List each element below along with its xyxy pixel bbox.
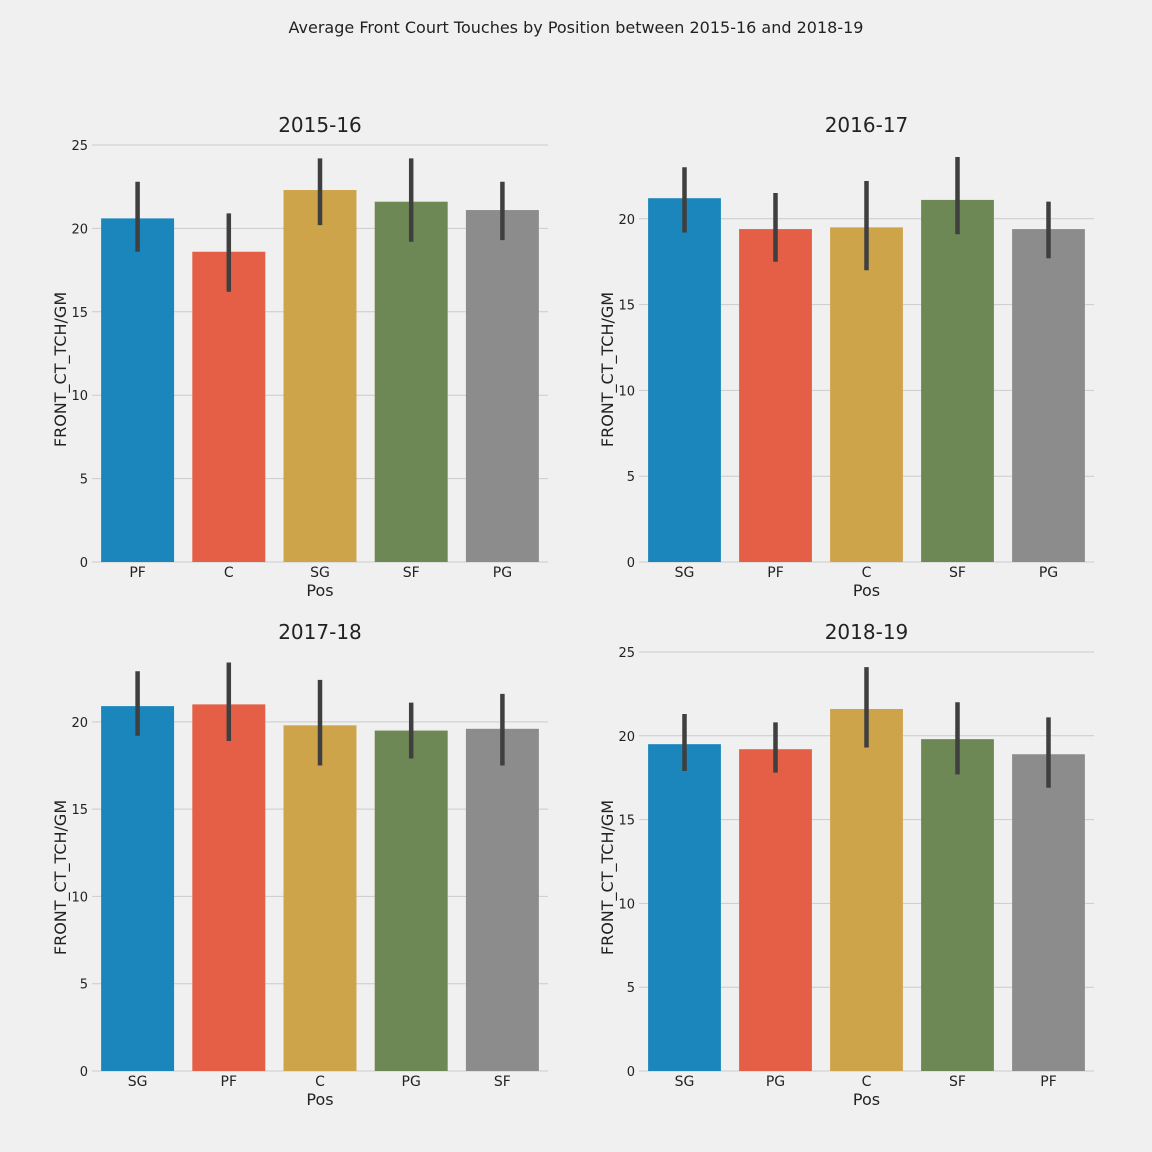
x-tick-label: C <box>862 565 872 581</box>
y-tick-label: 10 <box>71 389 88 404</box>
bar-C <box>192 251 266 562</box>
bar-SF <box>921 199 994 562</box>
x-tick-label: PF <box>221 1074 238 1090</box>
y-tick-label: 20 <box>71 716 88 731</box>
x-tick-label: PG <box>402 1074 421 1090</box>
y-tick-label: 0 <box>627 556 635 571</box>
x-tick-label: SF <box>949 1074 966 1090</box>
y-tick-label: 15 <box>618 299 635 314</box>
bar-PG <box>1012 229 1085 562</box>
x-tick-label: C <box>315 1074 325 1090</box>
bar-PG <box>374 730 448 1071</box>
y-axis-label: FRONT_CT_TCH/GM <box>598 292 618 447</box>
bar-C <box>283 725 357 1071</box>
y-tick-label: 10 <box>71 890 88 905</box>
x-tick-label: SG <box>310 565 330 581</box>
figure-title: Average Front Court Touches by Position … <box>288 18 864 37</box>
y-tick-label: 20 <box>71 222 88 237</box>
bar-PF <box>192 704 266 1071</box>
x-tick-label: C <box>862 1074 872 1090</box>
y-axis-label: FRONT_CT_TCH/GM <box>51 292 71 447</box>
x-tick-label: SF <box>949 565 966 581</box>
subplot-title: 2015-16 <box>278 113 362 137</box>
bar-SG <box>283 190 357 562</box>
x-tick-label: PG <box>493 565 512 581</box>
y-tick-label: 5 <box>627 981 635 996</box>
y-tick-label: 5 <box>80 978 88 993</box>
bar-PG <box>465 210 539 562</box>
subplot-2015-16: 0 5 10 15 20 25 PF C SG SF PG 2015-16 Pos FRONT_CT_TC… <box>51 113 548 600</box>
subplot-title: 2018-19 <box>825 620 909 644</box>
y-tick-label: 5 <box>627 470 635 485</box>
bar-PF <box>739 229 812 562</box>
x-axis-label: Pos <box>853 581 880 600</box>
bar-C <box>830 708 903 1071</box>
y-tick-label: 25 <box>618 646 635 661</box>
subplot-2016-17: 0 5 10 15 20 SG PF C SF PG 2016-17 Pos FRONT_CT_TCH/… <box>598 113 1094 600</box>
x-axis-label: Pos <box>853 1090 880 1109</box>
x-tick-label: SG <box>675 565 695 581</box>
y-tick-label: 10 <box>618 897 635 912</box>
x-tick-label: PF <box>767 565 784 581</box>
x-tick-label: PG <box>1039 565 1058 581</box>
bar-SG <box>648 744 721 1071</box>
y-tick-label: 25 <box>71 139 88 154</box>
y-tick-label: 20 <box>618 730 635 745</box>
y-tick-label: 15 <box>618 814 635 829</box>
x-tick-label: SG <box>128 1074 148 1090</box>
x-axis-label: Pos <box>306 581 333 600</box>
subplot-2018-19: 0 5 10 15 20 25 SG PG C SF PF 2018-19 Pos FRONT_CT_TC… <box>598 620 1094 1109</box>
bar-SF <box>465 728 539 1071</box>
bar-SG <box>101 706 175 1071</box>
subplot-2017-18: 0 5 10 15 20 SG PF C PG SF 2017-18 Pos FRONT_CT_TCH/… <box>51 620 548 1109</box>
y-tick-label: 5 <box>80 473 88 488</box>
x-tick-label: PF <box>1040 1074 1057 1090</box>
bar-SG <box>648 198 721 563</box>
y-tick-label: 10 <box>618 384 635 399</box>
y-tick-label: 0 <box>80 1065 88 1080</box>
y-tick-label: 15 <box>71 306 88 321</box>
bar-C <box>830 227 903 563</box>
y-tick-label: 15 <box>71 803 88 818</box>
x-tick-label: SF <box>403 565 420 581</box>
x-tick-label: SF <box>494 1074 511 1090</box>
subplot-title: 2016-17 <box>825 113 909 137</box>
y-axis-label: FRONT_CT_TCH/GM <box>51 800 71 955</box>
y-tick-label: 0 <box>627 1065 635 1080</box>
x-axis-label: Pos <box>306 1090 333 1109</box>
y-axis-label: FRONT_CT_TCH/GM <box>598 800 618 955</box>
y-tick-label: 0 <box>80 556 88 571</box>
bar-PG <box>739 749 812 1071</box>
bar-PF <box>1012 754 1085 1071</box>
x-tick-label: PG <box>766 1074 785 1090</box>
x-tick-label: PF <box>129 565 146 581</box>
y-tick-label: 20 <box>618 213 635 228</box>
subplot-title: 2017-18 <box>278 620 362 644</box>
bar-SF <box>921 739 994 1071</box>
bar-PF <box>101 218 175 562</box>
x-tick-label: C <box>224 565 234 581</box>
bar-SF <box>374 201 448 562</box>
x-tick-label: SG <box>675 1074 695 1090</box>
